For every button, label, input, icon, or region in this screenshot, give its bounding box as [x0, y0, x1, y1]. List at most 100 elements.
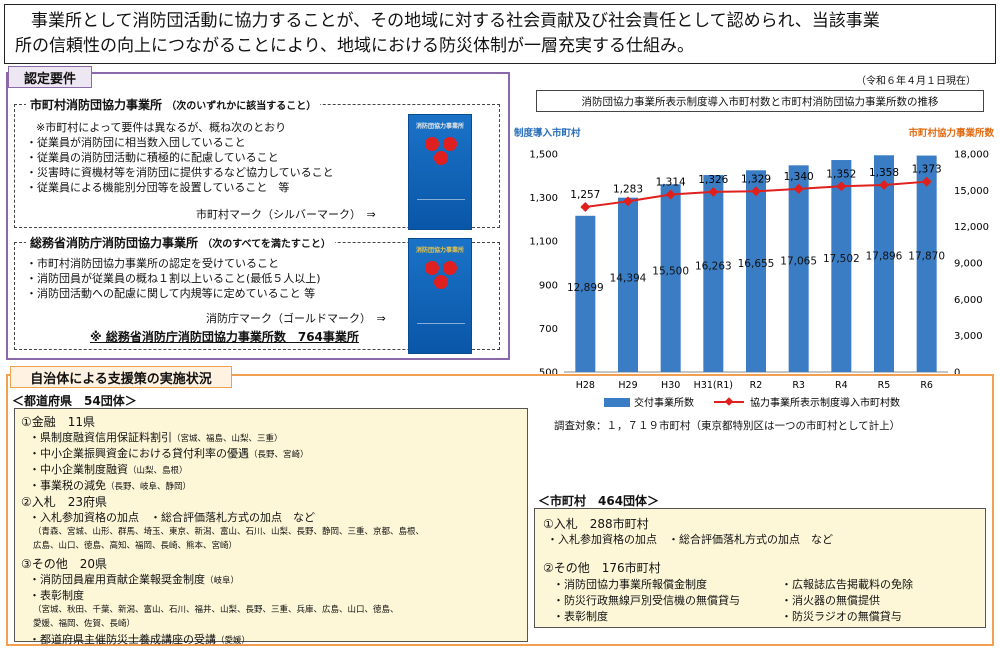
- legend-bar-label: 交付事業所数: [634, 396, 694, 409]
- silver-mark-badge: 消防団協力事業所: [408, 114, 472, 230]
- municipal-requirement-list: ※市町村によって要件は異なるが、概ね次のとおり ・従業員が消防団に相当数入団して…: [26, 120, 334, 195]
- line-point: [879, 180, 889, 190]
- municipal-title-note: （次のいずれかに該当すること）: [166, 101, 317, 112]
- muni-item: ・表彰制度: [553, 610, 608, 623]
- prefecture-line: ・表彰制度: [29, 589, 84, 602]
- muni-item: ・広報誌広告掲載料の免除: [781, 578, 913, 591]
- bar: [916, 155, 937, 372]
- municipal-title-text: 市町村消防団協力事業所: [30, 98, 163, 112]
- muni-item: ・防災ラジオの無償貸与: [781, 610, 902, 623]
- intro-line-1: 事業所として消防団活動に協力することが、その地域に対する社会貢献及び社会責任とし…: [31, 11, 880, 31]
- muni-item: ・消防団協力事業所報償金制度: [553, 578, 707, 591]
- left-tick-label: 1,300: [529, 193, 558, 204]
- line-label: 1,314: [656, 177, 686, 189]
- right-tick-label: 0: [954, 368, 960, 379]
- legend-bar-swatch: [604, 398, 630, 407]
- right-axis-title: 市町村協力事業所数: [908, 127, 994, 139]
- left-tick-label: 1,100: [529, 237, 558, 248]
- muni-bid-line: ・入札参加資格の加点 ・総合評価落札方式の加点 など: [547, 533, 833, 546]
- bar-label: 16,655: [738, 258, 775, 270]
- line-point: [751, 186, 761, 197]
- legend-line-marker: [724, 397, 734, 406]
- prefecture-line: ・県制度融資信用保証料割引（宮城、福島、山梨、三重）: [29, 431, 283, 444]
- line-point: [623, 196, 633, 207]
- prefecture-line: ・事業税の減免（長野、岐阜、静岡）: [29, 479, 192, 492]
- fdma-title-note: （次のすべてを満たすこと）: [202, 239, 331, 250]
- bar: [746, 170, 766, 372]
- support-panel: [6, 374, 994, 646]
- municipal-line: ・災害時に資機材等を消防団に提供するなど協力していること: [26, 166, 334, 179]
- requirements-panel: [6, 72, 510, 360]
- line-label: 1,358: [869, 167, 899, 179]
- x-tick-label: R2: [750, 380, 763, 391]
- muni-item: ・消火器の無償提供: [781, 594, 880, 607]
- muni-bid-heading: ①入札 288市町村: [543, 517, 649, 531]
- line-label: 1,326: [698, 174, 728, 186]
- bar-label: 17,870: [908, 250, 945, 262]
- fdma-requirement-title: 総務省消防庁消防団協力事業所 （次のすべてを満たすこと）: [26, 234, 335, 251]
- line-label: 1,257: [570, 189, 600, 201]
- prefecture-line: （宮城、秋田、千葉、新潟、富山、石川、福井、山梨、長野、三重、兵庫、広島、山口、…: [33, 605, 399, 615]
- prefecture-line: ・中小企業制度融資（山梨、島根）: [29, 463, 188, 476]
- x-tick-label: H28: [576, 380, 595, 391]
- requirements-tab: 認定要件: [8, 66, 92, 88]
- intro-box: 事業所として消防団活動に協力することが、その地域に対する社会貢献及び社会責任とし…: [4, 4, 996, 64]
- line-point: [580, 202, 591, 212]
- bar: [788, 165, 809, 372]
- fdma-line: ・消防団活動への配慮に関して内規等に定めていること 等: [26, 287, 316, 300]
- bar: [874, 155, 894, 372]
- x-tick-label: R5: [878, 380, 891, 391]
- muni-other-heading: ②その他 176市町村: [543, 561, 661, 575]
- intro-line-2: 所の信頼性の向上につながることにより、地域における防災体制が一層充実する仕組み。: [15, 36, 694, 56]
- silver-badge-text: 消防団協力事業所: [415, 123, 464, 130]
- trend-chart: 制度導入市町村 市町村協力事業所数 1,500 1,300 1,100 900 700 500…: [514, 127, 994, 409]
- bar: [575, 215, 596, 372]
- x-tick-label: R4: [835, 380, 848, 391]
- gold-mark-badge: 消防団協力事業所: [408, 238, 472, 354]
- silver-mark-caption: 市町村マーク（シルバーマーク） ⇒: [196, 208, 376, 221]
- fdma-title-text: 総務省消防庁消防団協力事業所: [30, 236, 199, 250]
- right-tick-label: 12,000: [954, 222, 989, 233]
- right-tick-label: 6,000: [954, 295, 983, 306]
- prefecture-line: （青森、宮城、山形、群馬、埼玉、東京、新潟、富山、石川、山梨、長野、静岡、三重、…: [33, 527, 425, 537]
- right-tick-label: 3,000: [954, 331, 983, 342]
- legend-line-label: 協力事業所表示制度導入市町村数: [750, 396, 900, 409]
- prefecture-line: 愛媛、福岡、佐賀、長崎）: [33, 619, 136, 629]
- right-tick-label: 9,000: [954, 259, 983, 270]
- right-tick-label: 15,000: [954, 186, 989, 197]
- bar-label: 17,502: [823, 253, 860, 265]
- municipality-support-box: ①入札 288市町村 ・入札参加資格の加点 ・総合評価落札方式の加点 など ②そ…: [534, 508, 986, 628]
- fire-brigade-emblem-icon: [425, 261, 457, 291]
- bar-label: 12,899: [567, 282, 604, 294]
- gold-badge-text: 消防団協力事業所: [415, 247, 464, 254]
- bar-label: 15,500: [652, 265, 689, 277]
- badge-footer-decoration: [417, 323, 465, 343]
- fdma-line: ・市町村消防団協力事業所の認定を受けていること: [26, 257, 279, 270]
- bar-label: 17,896: [866, 250, 903, 262]
- x-tick-label: R3: [792, 380, 805, 391]
- x-tick-label: H30: [661, 380, 680, 391]
- prefecture-line: ・入札参加資格の加点 ・総合評価落札方式の加点 など: [29, 511, 315, 524]
- prefecture-line: ③その他 20県: [21, 557, 108, 571]
- right-tick-label: 18,000: [954, 150, 989, 161]
- fdma-office-count: ※ 総務省消防庁消防団協力事業所数 764事業所: [90, 330, 359, 344]
- fdma-requirement-list: ・市町村消防団協力事業所の認定を受けていること ・消防団員が従業員の概ね１割以上…: [26, 256, 321, 301]
- x-tick-label: H31(R1): [694, 380, 733, 391]
- prefecture-support-box: ①金融 11県 ・県制度融資信用保証料割引（宮城、福島、山梨、三重） ・中小企業振興…: [14, 408, 528, 646]
- left-tick-label: 500: [539, 368, 558, 379]
- support-tab: 自治体による支援策の実施状況: [10, 366, 232, 388]
- left-axis-title: 制度導入市町村: [514, 127, 581, 139]
- line-label: 1,283: [613, 183, 643, 195]
- left-tick-label: 1,500: [529, 150, 558, 161]
- municipal-line: ※市町村によって要件は異なるが、概ね次のとおり: [36, 121, 287, 134]
- bar-label: 16,263: [695, 261, 732, 273]
- line-label: 1,373: [912, 164, 942, 176]
- badge-footer-decoration: [417, 199, 465, 219]
- line-label: 1,340: [784, 171, 814, 183]
- municipal-requirement-title: 市町村消防団協力事業所 （次のいずれかに該当すること）: [26, 96, 321, 113]
- left-tick-label: 900: [539, 280, 558, 291]
- bar: [703, 175, 724, 372]
- bar-label: 14,394: [610, 272, 647, 284]
- municipality-heading: ＜市町村 464団体＞: [538, 494, 660, 508]
- prefecture-line: ②入札 23府県: [21, 495, 108, 509]
